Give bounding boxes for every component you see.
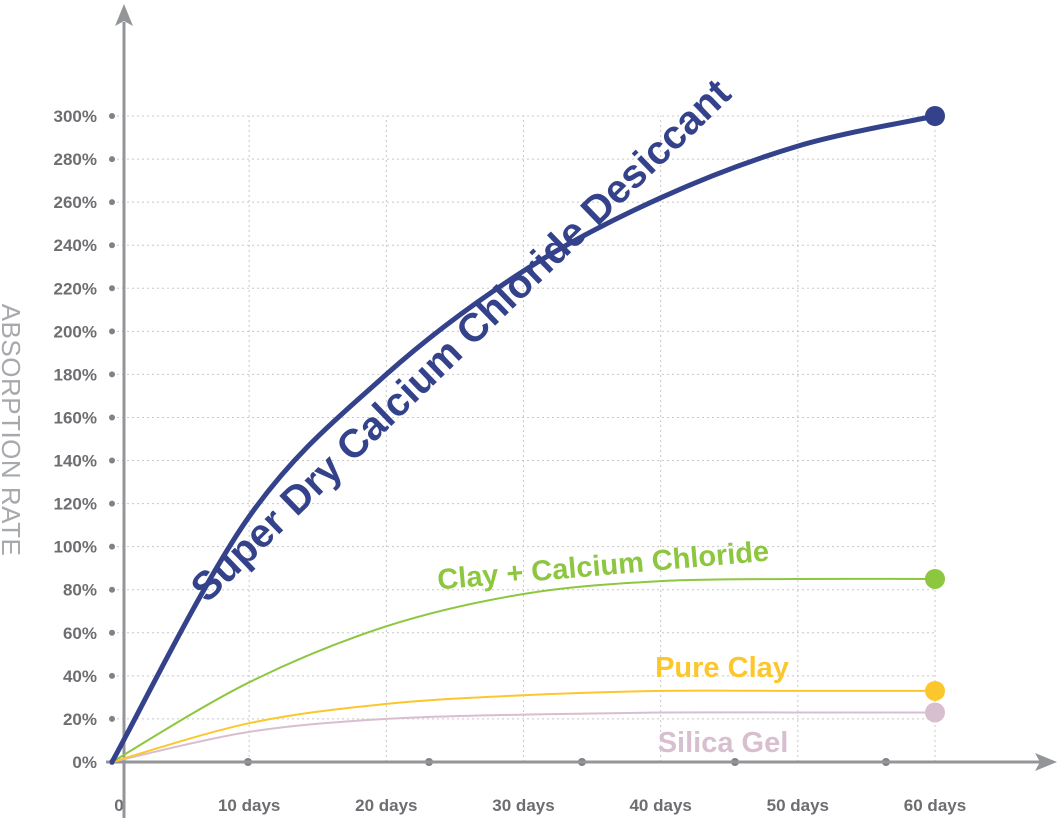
series-endpoint	[925, 106, 945, 126]
y-tick-label: 300%	[54, 107, 97, 126]
x-tick-label: 20 days	[355, 796, 417, 815]
y-axis-arrow	[115, 4, 133, 26]
y-tick-dot	[109, 715, 115, 722]
series-label: Super Dry Calcium Chloride Desiccant	[183, 71, 740, 611]
y-tick-dot	[109, 586, 115, 593]
series-lines	[109, 106, 945, 765]
y-tick-label: 100%	[54, 538, 97, 557]
x-tick-label: 10 days	[218, 796, 280, 815]
series-endpoint	[925, 568, 945, 589]
y-tick-label: 240%	[54, 236, 97, 255]
y-tick-dot	[109, 328, 115, 335]
series-line	[111, 711, 936, 763]
x-tick-label: 50 days	[767, 796, 829, 815]
y-tick-label: 260%	[54, 193, 97, 212]
y-tick-dot	[109, 457, 115, 464]
y-tick-label: 220%	[54, 279, 97, 298]
y-tick-dot	[109, 629, 115, 636]
y-tick-dot	[109, 414, 115, 421]
series-endpoint	[925, 680, 945, 701]
y-tick-dot	[109, 285, 115, 292]
y-tick-label: 80%	[63, 581, 97, 600]
series-label: Clay + Calcium Chloride	[436, 536, 770, 597]
y-tick-label: 20%	[63, 710, 97, 729]
y-tick-label: 280%	[54, 150, 97, 169]
series-line	[109, 113, 938, 765]
series-label: Pure Clay	[655, 652, 789, 684]
y-tick-label: 120%	[54, 495, 97, 514]
y-tick-label: 60%	[63, 624, 97, 643]
y-tick-label: 140%	[54, 452, 97, 471]
y-tick-label: 40%	[63, 667, 97, 686]
x-tick-label: 30 days	[492, 796, 554, 815]
series-label: Silica Gel	[658, 727, 789, 759]
x-tick-label: 0	[114, 796, 123, 815]
y-tick-dot	[109, 242, 115, 249]
x-tick-label: 40 days	[629, 796, 691, 815]
series-endpoint	[925, 702, 945, 723]
x-axis-arrow	[1035, 753, 1057, 771]
y-tick-label: 180%	[54, 365, 97, 384]
y-tick-label: 0%	[72, 753, 97, 772]
series-line	[111, 689, 936, 763]
y-tick-label: 160%	[54, 408, 97, 427]
axes: 0% 20% 40% 60% 80% 100% 120% 140% 160% 180% 200% 22…	[54, 4, 1057, 818]
y-tick-dot	[109, 672, 115, 679]
x-tick-label: 60 days	[904, 796, 966, 815]
y-axis-title: ABSORPTION RATE	[0, 304, 26, 557]
y-tick-dot	[109, 113, 115, 119]
y-tick-dot	[109, 543, 115, 550]
y-tick-dot	[109, 500, 115, 507]
grid	[112, 115, 936, 762]
series-line	[111, 577, 936, 763]
y-tick-dot	[109, 371, 115, 378]
y-tick-dot	[109, 199, 115, 206]
series-labels: Super Dry Calcium Chloride DesiccantClay…	[183, 71, 789, 759]
y-tick-label: 200%	[54, 322, 97, 341]
y-tick-dot	[109, 156, 115, 163]
